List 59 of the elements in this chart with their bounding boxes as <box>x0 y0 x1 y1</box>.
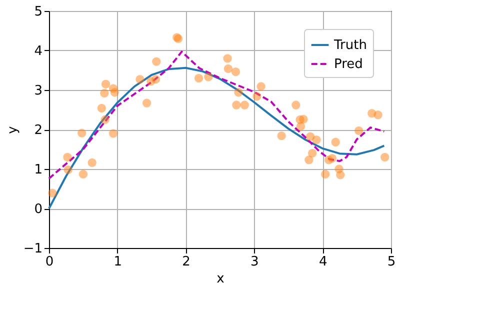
y-tick-label: 5 <box>34 4 42 20</box>
point <box>78 128 86 138</box>
point <box>101 80 110 88</box>
point <box>312 135 321 144</box>
point <box>108 129 118 138</box>
x-tick-label: 5 <box>387 254 396 270</box>
point <box>354 126 364 136</box>
point <box>231 68 240 76</box>
line-series <box>48 66 386 210</box>
x-tick-label: 0 <box>45 254 54 270</box>
point <box>292 100 300 110</box>
point <box>63 152 72 162</box>
y-tick-label: 1 <box>34 162 42 178</box>
point <box>252 92 262 101</box>
y-tick-label: 4 <box>34 44 42 59</box>
point <box>100 88 109 98</box>
point <box>296 122 306 131</box>
legend-label: Truth <box>333 38 367 53</box>
point <box>64 165 72 174</box>
point <box>374 110 382 120</box>
point <box>232 100 241 110</box>
point <box>308 148 317 158</box>
x-tick-label: 4 <box>318 254 328 270</box>
point <box>223 54 232 63</box>
y-tick-label: 0 <box>34 202 42 217</box>
point <box>256 82 266 91</box>
point <box>336 170 345 180</box>
y-tick-label: 2 <box>34 123 42 138</box>
point <box>151 75 160 84</box>
y-axis-title: y <box>5 126 20 134</box>
point <box>224 64 233 73</box>
point <box>204 72 213 82</box>
point <box>234 88 243 97</box>
point <box>136 75 144 84</box>
x-tick-label: 1 <box>114 254 122 270</box>
x-tick-label: 2 <box>182 254 190 270</box>
point <box>299 114 308 124</box>
point <box>321 170 330 178</box>
point <box>100 115 110 124</box>
line-series <box>48 50 386 180</box>
point <box>380 152 390 162</box>
point <box>78 170 88 178</box>
point <box>304 156 314 164</box>
x-axis-title: x <box>216 272 225 286</box>
x-tick-label: 3 <box>250 254 259 270</box>
point <box>142 98 152 108</box>
point <box>97 104 106 112</box>
y-tick-label: −1 <box>23 242 42 256</box>
point <box>88 158 96 167</box>
point <box>277 132 286 140</box>
point <box>110 88 119 97</box>
point <box>152 57 161 66</box>
point <box>48 188 57 198</box>
point <box>331 138 340 146</box>
point <box>328 154 337 163</box>
legend-label: Pred <box>334 57 363 72</box>
point <box>194 74 204 82</box>
y-tick-label: 3 <box>34 84 42 98</box>
point <box>240 100 249 110</box>
